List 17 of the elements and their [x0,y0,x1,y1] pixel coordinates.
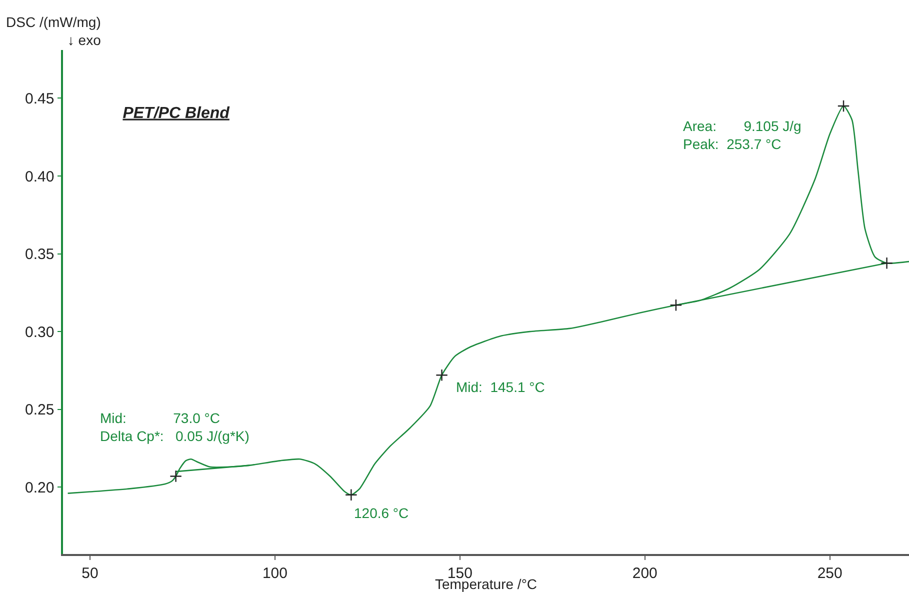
annotation: Mid: 145.1 °C [456,379,545,395]
annotation: Area: 9.105 J/g Peak: 253.7 °C [683,118,802,152]
x-tick-label: 250 [817,564,842,582]
y-tick-label: 0.35 [25,246,54,264]
x-tick-label: 200 [632,564,658,582]
x-tick-label: 100 [262,564,288,582]
x-tick-label: 50 [82,564,98,582]
y-tick-label: 0.45 [25,90,54,108]
y-tick-label: 0.25 [25,402,54,419]
y-tick-label: 0.40 [25,168,54,186]
y-tick-label: 0.20 [25,479,54,496]
annotation: Mid: 73.0 °C Delta Cp*: 0.05 J/(g*K) [100,410,250,444]
text: PET/PC Blend [122,104,231,122]
y-tick-label: 0.30 [25,324,54,341]
x-tick-label: 150 [447,564,472,582]
y-axis-title: DSC /(mW/mg) ↓ exo [6,14,102,48]
annotation: 120.6 °C [354,505,409,521]
